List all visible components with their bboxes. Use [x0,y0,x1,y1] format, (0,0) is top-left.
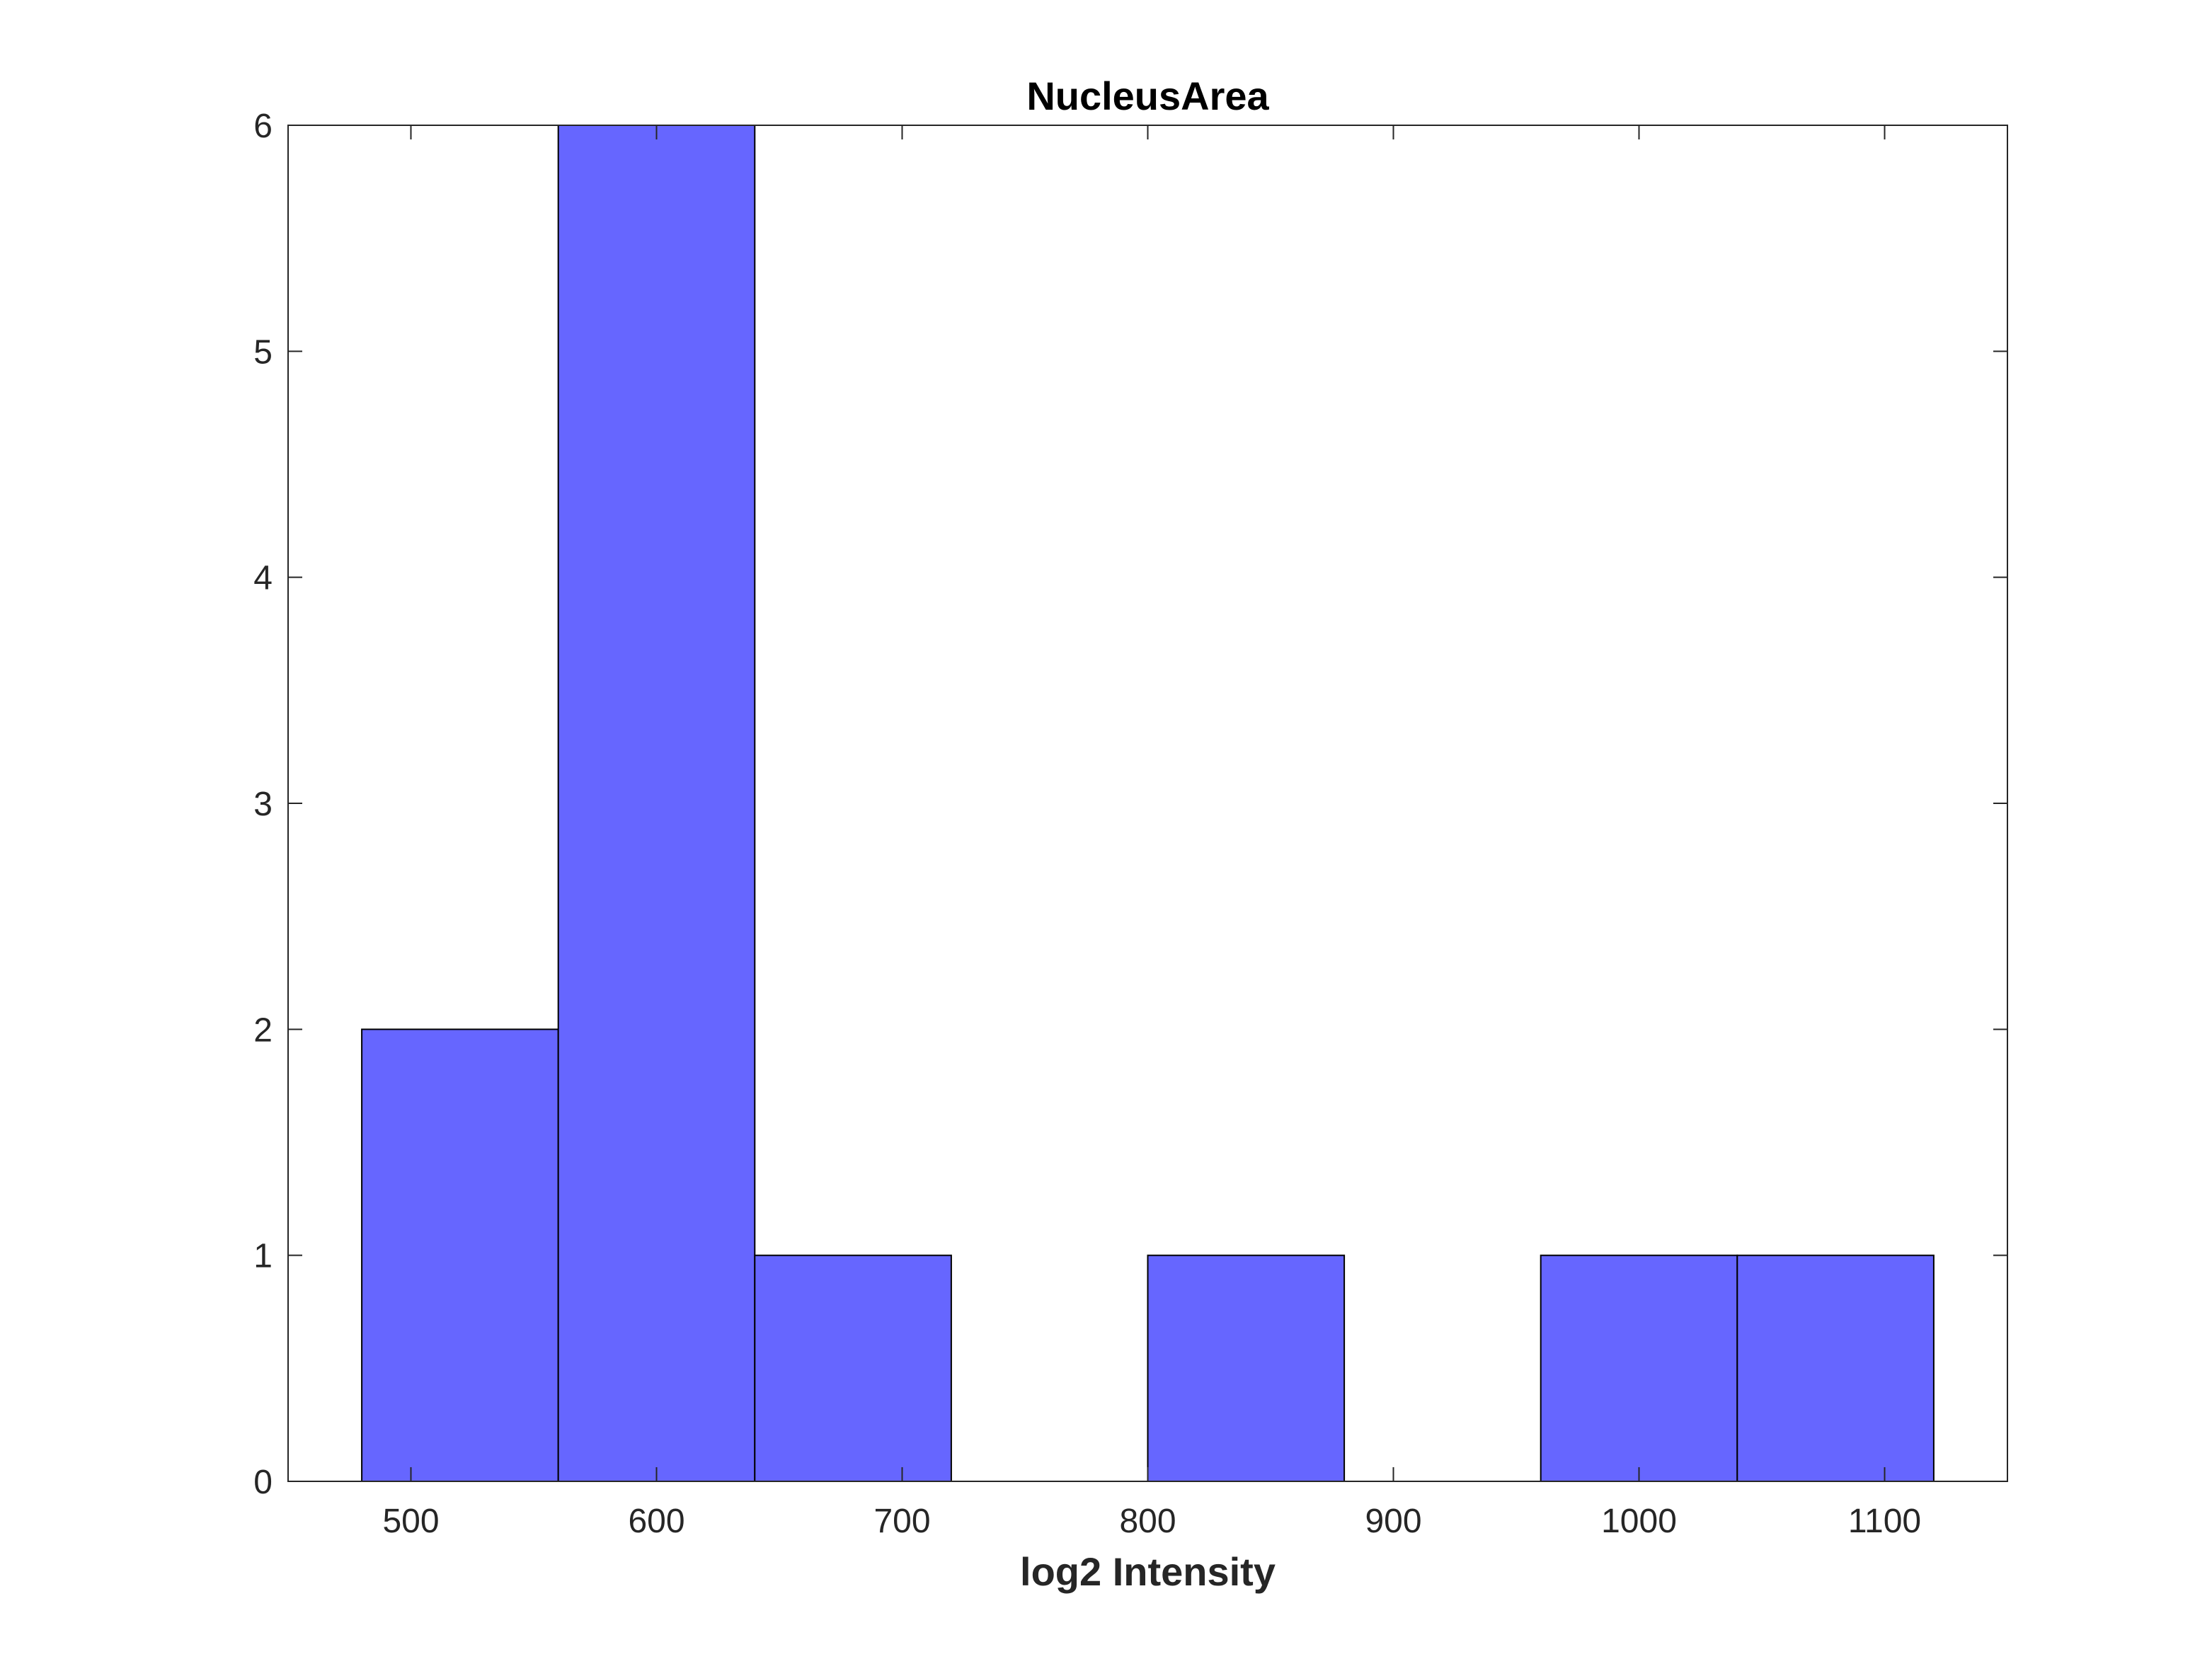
y-tick-label: 2 [253,1011,273,1049]
histogram-bar [361,1028,559,1483]
histogram-bar [1147,1254,1346,1482]
y-tick-label: 3 [253,786,273,823]
y-tick-label: 0 [253,1464,273,1501]
y-tick-label: 4 [253,560,273,597]
axes-box [287,125,2008,1482]
y-tick-label: 6 [253,108,273,145]
x-axis-label: log2 Intensity [1020,1549,1276,1594]
x-tick-label: 600 [628,1503,684,1540]
chart-title: NucleusArea [1026,74,1269,118]
y-tick-label: 5 [253,333,273,371]
histogram-bar [1540,1254,1738,1482]
x-tick-label: 1000 [1601,1503,1677,1540]
y-tick-labels: 0 1 2 3 4 5 6 [253,108,273,1501]
x-tick-label: 800 [1119,1503,1176,1540]
histogram-bar [754,1254,952,1482]
x-tick-labels: 500 600 700 800 900 1000 1100 [382,1503,1921,1540]
y-tick-label: 1 [253,1238,273,1275]
x-tick-label: 900 [1365,1503,1421,1540]
histogram-bar [557,125,756,1482]
ticks-group [288,125,2007,1482]
bars-group [361,125,1935,1483]
x-tick-label: 700 [873,1503,930,1540]
histogram-bar [1736,1254,1935,1482]
x-tick-label: 1100 [1848,1503,1921,1540]
x-tick-label: 500 [382,1503,439,1540]
